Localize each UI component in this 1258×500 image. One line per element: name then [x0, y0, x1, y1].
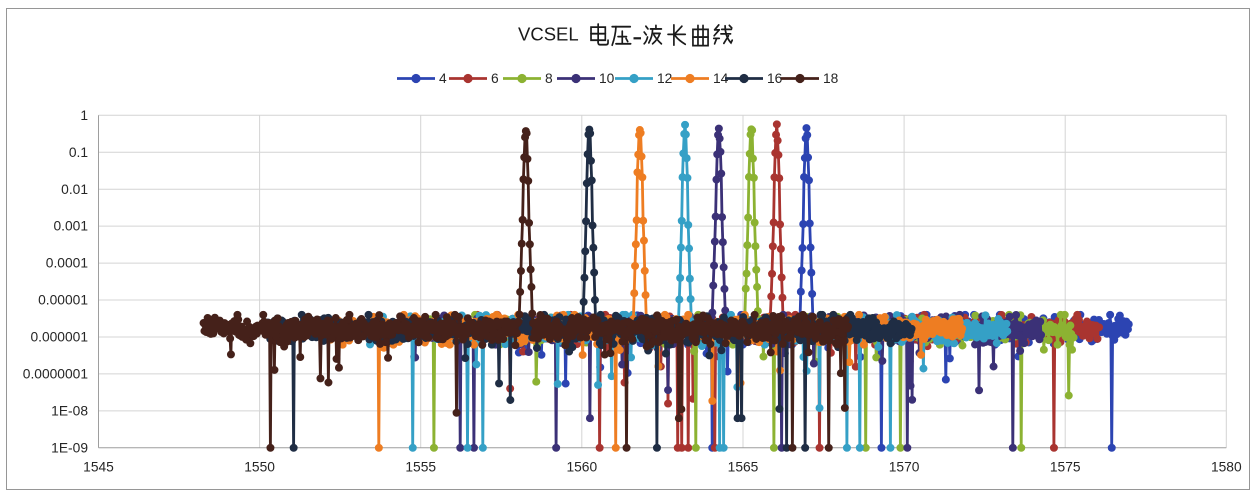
svg-text:18: 18	[823, 71, 839, 86]
svg-text:1E-08: 1E-08	[51, 404, 88, 419]
svg-text:14: 14	[713, 71, 729, 86]
svg-text:1545: 1545	[83, 460, 114, 475]
svg-text:1565: 1565	[728, 460, 759, 475]
svg-text:1E-09: 1E-09	[51, 440, 88, 455]
svg-text:1: 1	[80, 108, 88, 123]
svg-text:0.1: 0.1	[69, 145, 88, 160]
svg-text:1570: 1570	[889, 460, 920, 475]
svg-text:0.0001: 0.0001	[46, 256, 88, 271]
svg-text:8: 8	[545, 71, 553, 86]
svg-text:0.001: 0.001	[53, 219, 88, 234]
svg-text:6: 6	[491, 71, 499, 86]
svg-text:1575: 1575	[1050, 460, 1081, 475]
svg-text:16: 16	[767, 71, 783, 86]
svg-text:0.0000001: 0.0000001	[23, 367, 88, 382]
svg-text:VCSEL: VCSEL	[518, 24, 579, 45]
svg-text:0.01: 0.01	[61, 182, 88, 197]
svg-text:0.00001: 0.00001	[38, 293, 88, 308]
svg-text:10: 10	[599, 71, 615, 86]
svg-text:1580: 1580	[1211, 460, 1242, 475]
svg-text:1550: 1550	[244, 460, 275, 475]
svg-text:0.000001: 0.000001	[30, 330, 88, 345]
svg-text:1555: 1555	[405, 460, 436, 475]
svg-text:12: 12	[657, 71, 672, 86]
svg-text:1560: 1560	[566, 460, 597, 475]
svg-text:4: 4	[439, 71, 447, 86]
